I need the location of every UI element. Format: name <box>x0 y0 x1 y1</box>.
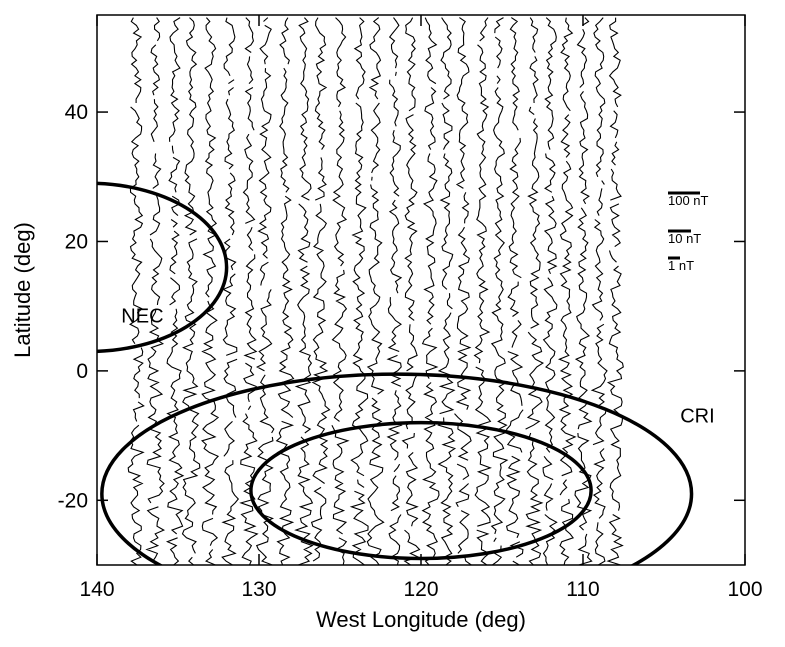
track-profile <box>201 17 220 565</box>
track-profile <box>557 17 577 565</box>
track-profile <box>606 17 624 565</box>
track-profile <box>221 17 240 565</box>
track-profile <box>490 17 509 565</box>
region-ellipse <box>100 372 694 565</box>
region-ellipse <box>97 181 229 354</box>
plot-frame <box>96 14 746 566</box>
x-tick-label: 130 <box>241 578 276 601</box>
track-profile <box>421 17 440 565</box>
x-tick-label: 110 <box>566 578 599 601</box>
track-profile <box>386 17 403 565</box>
scale-bar-label: 100 nT <box>668 193 709 208</box>
scale-bar-label: 1 nT <box>668 258 694 273</box>
track-profile <box>255 17 275 565</box>
track-profile <box>331 17 350 565</box>
track-profiles <box>127 17 624 565</box>
track-profile <box>473 17 492 565</box>
track-profile <box>542 17 558 565</box>
y-tick-label: 40 <box>65 101 88 124</box>
track-profile <box>401 17 421 565</box>
track-profile <box>181 17 201 565</box>
track-profile <box>127 17 145 565</box>
track-profile <box>294 17 314 565</box>
y-tick-label: 0 <box>76 360 88 383</box>
track-profile <box>275 17 295 565</box>
scale-bar-label: 10 nT <box>668 231 701 246</box>
track-profile <box>349 17 369 565</box>
y-tick-label: -20 <box>58 489 88 512</box>
region-ellipse <box>249 420 593 561</box>
region-label: NEC <box>121 305 163 327</box>
track-profile <box>366 17 385 565</box>
track-profile <box>574 17 593 565</box>
track-profile <box>505 17 524 565</box>
x-tick-label: 120 <box>403 578 438 601</box>
region-ellipses <box>97 181 694 565</box>
x-tick-label: 140 <box>79 578 114 601</box>
y-axis-title: Latitude (deg) <box>10 222 35 358</box>
track-profile <box>525 17 545 565</box>
track-profile <box>145 17 166 565</box>
track-profile <box>590 17 608 565</box>
axis-ticks: 140 130 120 110 100 -20 0 20 40 <box>58 15 763 601</box>
x-axis-title: West Longitude (deg) <box>316 607 526 632</box>
region-label: CRI <box>680 406 714 428</box>
track-profile <box>437 17 457 565</box>
track-profile <box>454 17 472 565</box>
track-profile <box>310 17 331 562</box>
scale-legend: 100 nT 10 nT 1 nT <box>668 191 709 273</box>
y-tick-label: 20 <box>65 230 88 253</box>
track-profile <box>165 17 185 565</box>
track-profile <box>239 17 259 565</box>
x-tick-label: 100 <box>727 578 762 601</box>
